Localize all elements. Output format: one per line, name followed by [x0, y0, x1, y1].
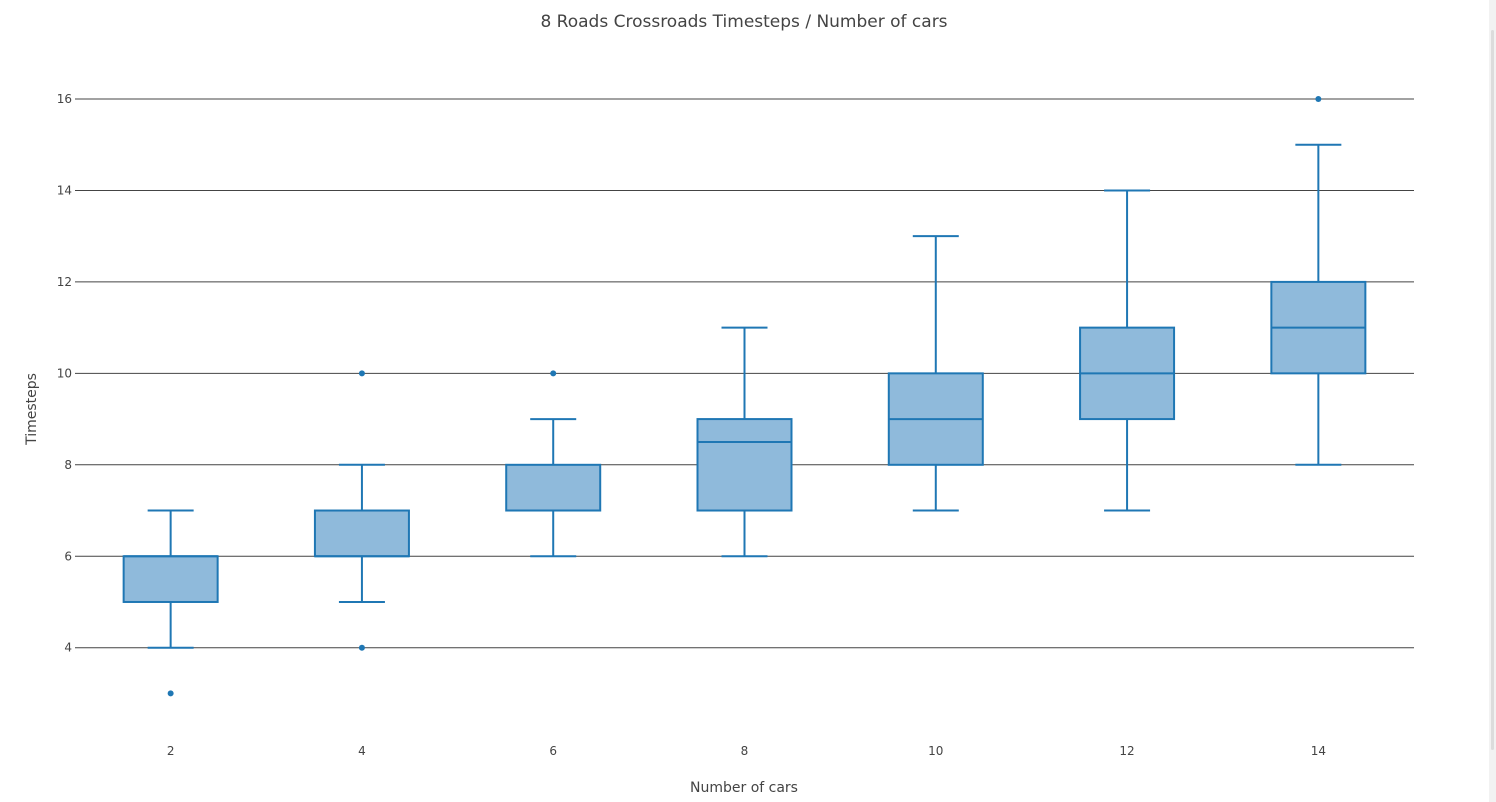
y-tick-label: 4	[64, 641, 72, 655]
iqr-box	[505, 463, 602, 512]
y-axis-title: Timesteps	[24, 373, 40, 446]
y-tick-label: 10	[57, 366, 72, 380]
x-tick-label: 6	[549, 744, 557, 758]
outlier-point	[358, 370, 365, 377]
outlier-point	[1315, 96, 1322, 103]
y-axis-ticks: 4 6 8 10 12 14 16	[57, 92, 72, 655]
x-tick-label: 10	[928, 744, 943, 758]
x-tick-label: 8	[741, 744, 749, 758]
x-tick-label: 4	[358, 744, 366, 758]
outlier-point	[550, 370, 557, 377]
y-tick-label: 8	[64, 458, 72, 472]
scrollbar-thumb[interactable]	[1491, 30, 1494, 750]
x-axis-ticks: 2 4 6 8 10 12 14	[167, 744, 1326, 758]
y-tick-label: 16	[57, 92, 72, 106]
y-tick-label: 6	[64, 549, 72, 563]
x-tick-label: 12	[1119, 744, 1134, 758]
y-tick-label: 14	[57, 183, 72, 197]
gridlines	[75, 98, 1414, 649]
box-4	[313, 370, 410, 651]
box-8	[696, 326, 793, 558]
x-axis-title: Number of cars	[690, 780, 798, 796]
iqr-box	[313, 509, 410, 558]
boxes	[122, 96, 1367, 697]
chart-title: 8 Roads Crossroads Timesteps / Number of…	[540, 12, 947, 32]
box-14	[1270, 96, 1367, 466]
iqr-box	[696, 418, 793, 512]
box-10	[887, 235, 984, 512]
outlier-point	[167, 690, 174, 697]
outlier-point	[358, 644, 365, 651]
box-2	[122, 509, 219, 697]
box-12	[1079, 189, 1176, 512]
x-tick-label: 14	[1311, 744, 1326, 758]
box-6	[505, 370, 602, 558]
iqr-box	[122, 555, 219, 603]
x-tick-label: 2	[167, 744, 175, 758]
y-tick-label: 12	[57, 275, 72, 289]
